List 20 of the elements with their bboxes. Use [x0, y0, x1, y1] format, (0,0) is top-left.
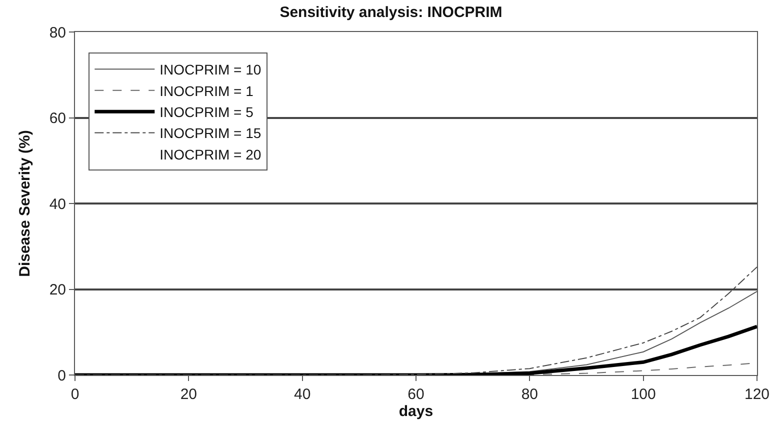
x-tick-label: 100	[630, 386, 656, 403]
chart-title: Sensitivity analysis: INOCPRIM	[280, 4, 502, 21]
x-axis-title: days	[398, 403, 434, 420]
y-tick-label: 20	[49, 282, 66, 298]
y-tick-label: 80	[49, 24, 66, 42]
x-tick-label: 80	[521, 386, 538, 403]
x-tick-label: 120	[744, 386, 770, 403]
y-tick-label: 40	[49, 196, 66, 213]
legend-label: INOCPRIM = 10	[160, 62, 262, 78]
legend-label: INOCPRIM = 15	[160, 125, 262, 142]
x-tick-label: 20	[180, 386, 198, 403]
x-tick-label: 60	[408, 386, 424, 403]
text: INOCPRIM = 20	[160, 146, 262, 162]
legend-label: INOCPRIM = 5	[160, 104, 254, 120]
y-tick-label: 60	[49, 110, 66, 127]
y-tick-label: 0	[58, 367, 66, 384]
x-tick-label: 0	[70, 386, 80, 403]
x-tick-label: 40	[294, 386, 311, 403]
legend-label: INOCPRIM = 1	[160, 82, 254, 99]
y-axis-title: Disease Severity (%)	[16, 130, 34, 277]
